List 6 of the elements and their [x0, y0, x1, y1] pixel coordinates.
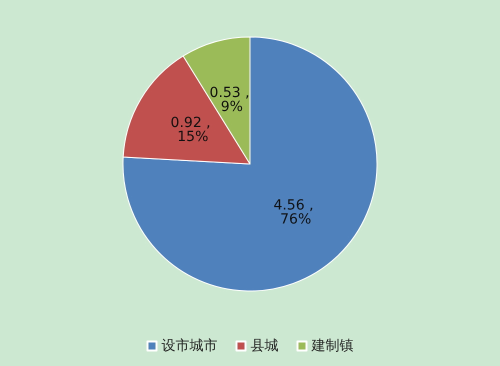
data-label: 4.56 , 76% [273, 197, 318, 228]
legend-label: 设市城市 [162, 338, 218, 354]
data-label: 0.53 , 9% [210, 85, 254, 116]
data-label: 0.92 , 15% [170, 115, 216, 146]
legend-label: 建制镇 [310, 338, 354, 354]
legend-label: 县城 [250, 338, 278, 354]
